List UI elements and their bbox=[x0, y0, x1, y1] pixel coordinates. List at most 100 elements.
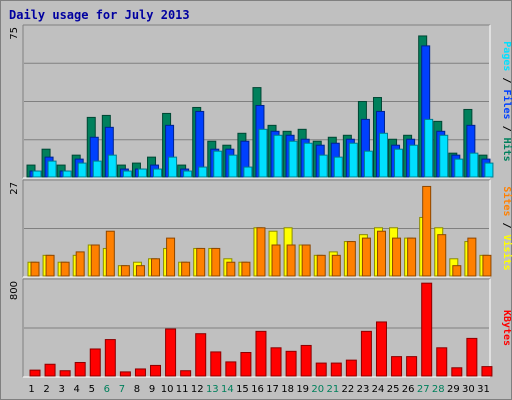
bar-pages-day-7 bbox=[122, 170, 132, 178]
x-tick-label: 13 bbox=[206, 384, 219, 395]
x-tick-label: 16 bbox=[251, 384, 264, 395]
x-tick-label: 3 bbox=[58, 384, 64, 395]
bar-kbytes-day-14 bbox=[225, 361, 237, 377]
x-tick-label: 12 bbox=[191, 384, 204, 395]
y-max-label: 800 bbox=[9, 281, 20, 300]
bar-kbytes-day-27 bbox=[421, 282, 433, 377]
x-tick-label: 6 bbox=[104, 384, 110, 395]
bar-pages-day-13 bbox=[213, 150, 223, 178]
bar-pages-day-15 bbox=[243, 166, 253, 178]
bar-pages-day-14 bbox=[228, 154, 238, 178]
legend-label: Hits bbox=[501, 138, 512, 162]
bar-pages-day-21 bbox=[333, 156, 343, 178]
bar-kbytes-day-17 bbox=[270, 347, 282, 377]
x-tick-label: 4 bbox=[74, 384, 80, 395]
x-tick-label: 1 bbox=[28, 384, 34, 395]
bar-sites-day-22 bbox=[346, 241, 356, 277]
bar-pages-day-2 bbox=[47, 160, 57, 178]
bar-sites-day-18 bbox=[286, 244, 296, 277]
bar-pages-day-29 bbox=[454, 158, 464, 178]
bar-sites-day-16 bbox=[256, 227, 266, 277]
bar-kbytes-day-24 bbox=[375, 321, 387, 377]
x-tick-label: 2 bbox=[43, 384, 49, 395]
bar-sites-day-6 bbox=[105, 230, 115, 277]
x-tick-label: 18 bbox=[281, 384, 294, 395]
x-tick-label: 27 bbox=[417, 384, 430, 395]
bar-sites-day-17 bbox=[271, 244, 281, 277]
x-tick-label: 31 bbox=[477, 384, 490, 395]
bar-kbytes-day-12 bbox=[195, 333, 207, 377]
bar-kbytes-day-2 bbox=[44, 363, 56, 377]
legend-label: Sites bbox=[501, 186, 512, 216]
side-legend-bottom: KBytes bbox=[501, 310, 512, 346]
x-tick-label: 24 bbox=[372, 384, 385, 395]
bar-sites-day-2 bbox=[45, 254, 55, 277]
bar-sites-day-8 bbox=[135, 265, 145, 277]
x-tick-label: 19 bbox=[296, 384, 309, 395]
bar-kbytes-day-3 bbox=[59, 370, 71, 377]
y-max-label: 27 bbox=[9, 182, 20, 195]
x-tick-label: 22 bbox=[342, 384, 355, 395]
bar-kbytes-day-6 bbox=[104, 339, 116, 377]
chart-title: Daily usage for July 2013 bbox=[9, 8, 190, 22]
bar-sites-day-9 bbox=[151, 258, 161, 277]
legend-label: / bbox=[501, 216, 512, 234]
bar-sites-day-20 bbox=[316, 254, 326, 277]
bar-kbytes-day-10 bbox=[165, 328, 177, 377]
bar-sites-day-23 bbox=[361, 237, 371, 277]
legend-label: Visits bbox=[501, 235, 512, 271]
bar-pages-day-17 bbox=[273, 134, 283, 178]
bar-sites-day-21 bbox=[331, 254, 341, 277]
side-legend-top: Pages / Files / Hits bbox=[501, 41, 512, 161]
bar-sites-day-7 bbox=[120, 265, 130, 277]
bar-sites-day-12 bbox=[196, 247, 206, 277]
bar-sites-day-4 bbox=[75, 251, 85, 277]
bar-pages-day-18 bbox=[288, 140, 298, 178]
bar-pages-day-23 bbox=[363, 150, 373, 178]
bar-pages-day-30 bbox=[469, 152, 479, 178]
bar-kbytes-day-13 bbox=[210, 351, 222, 377]
legend-label: / bbox=[501, 71, 512, 89]
x-tick-label: 7 bbox=[119, 384, 125, 395]
bar-pages-day-24 bbox=[378, 132, 388, 178]
bar-kbytes-day-1 bbox=[29, 369, 41, 377]
bar-pages-day-19 bbox=[303, 142, 313, 178]
bar-kbytes-day-25 bbox=[391, 356, 403, 377]
x-tick-label: 30 bbox=[462, 384, 475, 395]
bar-sites-day-31 bbox=[482, 254, 492, 277]
legend-label: Pages bbox=[501, 41, 512, 71]
bar-sites-day-5 bbox=[90, 244, 100, 277]
bar-kbytes-day-20 bbox=[315, 362, 327, 377]
legend-label: / bbox=[501, 120, 512, 138]
bar-kbytes-day-22 bbox=[345, 359, 357, 377]
bar-kbytes-day-30 bbox=[466, 337, 478, 377]
x-tick-label: 25 bbox=[387, 384, 400, 395]
bar-kbytes-day-18 bbox=[285, 350, 297, 377]
x-tick-label: 21 bbox=[326, 384, 339, 395]
bar-pages-day-4 bbox=[77, 162, 87, 178]
bar-pages-day-8 bbox=[137, 168, 147, 178]
bar-kbytes-day-16 bbox=[255, 330, 267, 377]
bar-sites-day-10 bbox=[166, 237, 176, 277]
x-tick-label: 23 bbox=[357, 384, 370, 395]
bar-kbytes-day-29 bbox=[451, 367, 463, 377]
bar-sites-day-15 bbox=[241, 261, 251, 277]
bar-pages-day-1 bbox=[32, 170, 42, 178]
bar-sites-day-3 bbox=[60, 261, 70, 277]
bar-sites-day-29 bbox=[452, 265, 462, 277]
x-tick-label: 8 bbox=[134, 384, 140, 395]
bar-kbytes-day-5 bbox=[89, 348, 101, 377]
bar-pages-day-20 bbox=[318, 154, 328, 178]
x-tick-label: 11 bbox=[176, 384, 189, 395]
bar-pages-day-26 bbox=[409, 144, 419, 178]
side-legend-middle: Sites / Visits bbox=[501, 186, 512, 270]
bar-pages-day-27 bbox=[424, 118, 434, 178]
bar-pages-day-28 bbox=[439, 134, 449, 178]
bar-kbytes-day-4 bbox=[74, 361, 86, 377]
bar-sites-day-27 bbox=[422, 185, 432, 277]
x-tick-label: 26 bbox=[402, 384, 415, 395]
bar-pages-day-6 bbox=[107, 154, 117, 178]
bar-kbytes-day-21 bbox=[330, 362, 342, 377]
x-tick-label: 15 bbox=[236, 384, 249, 395]
